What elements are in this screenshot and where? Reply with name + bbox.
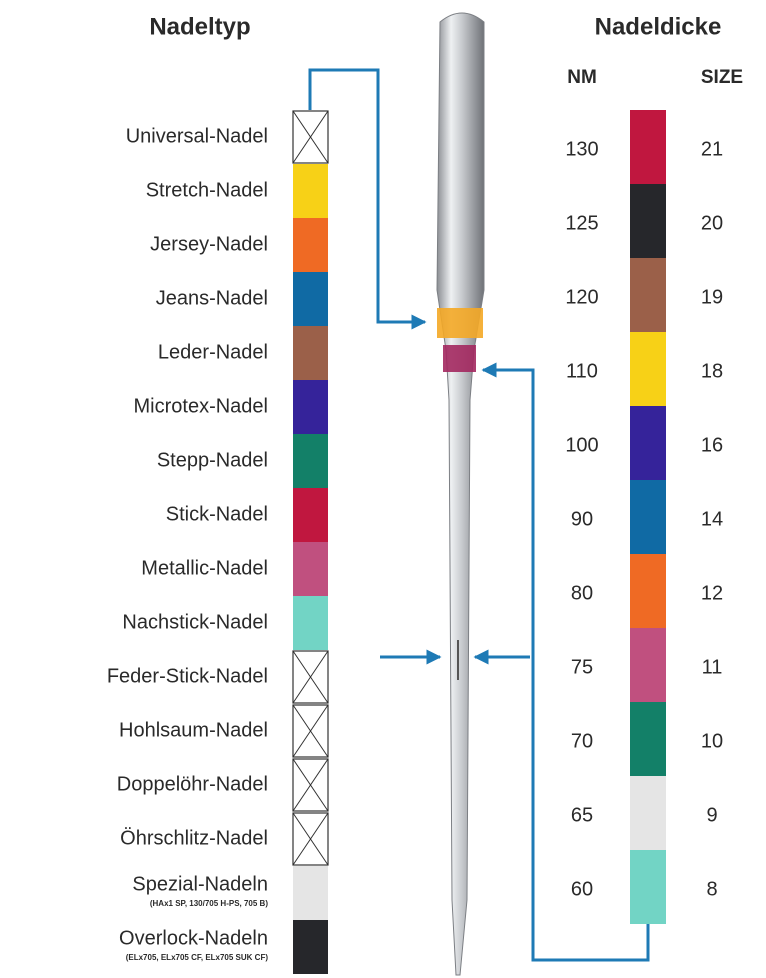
label: Microtex-Nadel [134,395,268,417]
size-header: SIZE [701,67,743,88]
nm-value: 120 [565,286,598,308]
label: Stretch-Nadel [146,179,268,201]
nm-value: 65 [571,804,593,826]
size-value: 12 [701,582,723,604]
size-value: 8 [706,878,717,900]
label: Metallic-Nadel [141,557,268,579]
needle [437,13,484,975]
size-value: 14 [701,508,723,530]
nm-value: 80 [571,582,593,604]
nm-value: 100 [565,434,598,456]
swatch [630,332,666,406]
nm-value: 70 [571,730,593,752]
label: Leder-Nadel [158,341,268,363]
size-value: 21 [701,138,723,160]
label: Doppelöhr-Nadel [117,773,268,795]
size-value: 18 [701,360,723,382]
nm-value: 75 [571,656,593,678]
label: Hohlsaum-Nadel [119,719,268,741]
label: Spezial-Nadeln [132,873,268,895]
nm-value: 110 [566,360,598,382]
size-value: 16 [701,434,723,456]
left-title: Nadeltyp [149,13,250,40]
swatch [630,850,666,924]
label: Overlock-Nadeln [119,927,268,949]
label: Stepp-Nadel [157,449,268,471]
swatch [630,258,666,332]
label: Öhrschlitz-Nadel [120,827,268,849]
left-column: Universal-Nadel Stretch-Nadel Jersey-Nadel… [107,111,328,974]
size-value: 19 [701,286,723,308]
nm-value: 125 [565,212,598,234]
swatch [293,218,328,272]
nm-value: 90 [571,508,593,530]
size-value: 10 [701,730,723,752]
size-value: 11 [702,656,723,678]
swatch [293,596,328,650]
swatch [293,326,328,380]
swatch [293,272,328,326]
right-title: Nadeldicke [595,13,722,40]
swatch [293,380,328,434]
swatch [630,628,666,702]
label: Universal-Nadel [126,125,268,147]
size-value: 20 [701,212,723,234]
label: Feder-Stick-Nadel [107,665,268,687]
swatch [630,480,666,554]
swatch [293,488,328,542]
swatch [293,542,328,596]
swatch [630,406,666,480]
label: Stick-Nadel [166,503,268,525]
swatch [293,866,328,920]
right-column: 130 21 125 20 120 19 110 18 100 16 90 14 80 12 75 11 70 1… [565,110,723,924]
swatch [293,164,328,218]
nm-header: NM [567,67,597,88]
note: (HAx1 SP, 130/705 H-PS, 705 B) [150,899,268,908]
swatch [630,776,666,850]
label: Jeans-Nadel [156,287,268,309]
swatch [630,184,666,258]
nm-value: 60 [571,878,593,900]
diagram: Nadeltyp Nadeldicke NM SIZE Universal-Na… [0,0,766,978]
label: Jersey-Nadel [150,233,268,255]
label: Nachstick-Nadel [122,611,268,633]
size-value: 9 [706,804,717,826]
swatch [630,554,666,628]
swatch [293,434,328,488]
nm-value: 130 [565,138,598,160]
swatch [630,110,666,184]
note: (ELx705, ELx705 CF, ELx705 SUK CF) [126,953,269,962]
swatch [630,702,666,776]
swatch [293,920,328,974]
